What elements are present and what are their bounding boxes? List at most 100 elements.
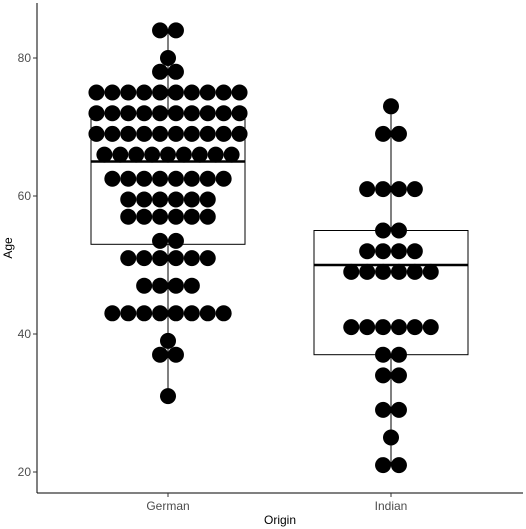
data-dot-german (152, 208, 169, 225)
data-dot-german (183, 250, 200, 267)
data-dot-german (167, 191, 184, 208)
data-dot-german (120, 170, 137, 187)
data-dot-indian (359, 243, 376, 260)
x-tick-label-german: German (146, 499, 189, 513)
box-indian (313, 230, 469, 356)
data-dot-indian (390, 367, 407, 384)
data-dot-german (136, 277, 153, 294)
data-dot-indian (343, 263, 360, 280)
data-dot-german (152, 232, 169, 249)
x-axis-ticks: German Indian (146, 493, 407, 513)
data-dot-german (104, 105, 121, 122)
data-dot-german (152, 84, 169, 101)
data-dot-german (167, 84, 184, 101)
data-dot-german (104, 305, 121, 322)
data-dot-german (231, 105, 248, 122)
data-dot-indian (375, 319, 392, 336)
data-dot-german (199, 84, 216, 101)
data-dot-indian (359, 263, 376, 280)
data-dot-german (167, 105, 184, 122)
data-dot-indian (406, 263, 423, 280)
data-dot-german (152, 191, 169, 208)
data-dot-german (167, 277, 184, 294)
data-dot-german (191, 146, 208, 163)
data-dot-german (199, 191, 216, 208)
data-dot-german (223, 146, 240, 163)
data-dot-german (167, 250, 184, 267)
data-dot-german (183, 305, 200, 322)
data-dot-german (96, 146, 113, 163)
data-dot-german (136, 125, 153, 142)
data-dot-german (183, 277, 200, 294)
data-dot-german (215, 105, 232, 122)
data-dot-german (215, 84, 232, 101)
x-tick-label-indian: Indian (375, 499, 408, 513)
data-dot-german (199, 105, 216, 122)
data-dot-german (152, 305, 169, 322)
data-dot-indian (375, 367, 392, 384)
data-dot-german (167, 232, 184, 249)
x-axis-title: Origin (264, 513, 296, 527)
data-dot-indian (406, 243, 423, 260)
data-dot-german (120, 125, 137, 142)
data-dot-german (152, 250, 169, 267)
data-dot-german (152, 105, 169, 122)
data-dot-german (183, 208, 200, 225)
data-dot-german (160, 332, 176, 349)
data-dot-german (167, 305, 184, 322)
data-dot-indian (422, 263, 439, 280)
data-dot-german (167, 170, 184, 187)
data-dot-indian (390, 243, 407, 260)
data-dot-german (160, 50, 176, 66)
data-dot-german (152, 277, 169, 294)
data-dot-indian (390, 457, 407, 474)
data-dot-german (199, 125, 216, 142)
data-dot-german (104, 170, 121, 187)
data-dot-german (152, 22, 169, 39)
data-dot-german (120, 250, 137, 267)
data-dot-german (215, 125, 232, 142)
data-dot-german (183, 170, 200, 187)
y-tick-label: 80 (18, 51, 32, 65)
data-dot-indian (343, 319, 360, 336)
data-dot-german (160, 146, 176, 163)
data-dot-indian (375, 181, 392, 198)
data-dot-german (112, 146, 129, 163)
data-dot-german (136, 84, 153, 101)
data-dot-indian (375, 263, 392, 280)
data-dot-german (152, 63, 169, 80)
data-dot-german (167, 22, 184, 39)
data-dot-indian (375, 346, 392, 363)
data-dot-indian (406, 319, 423, 336)
y-tick-label: 20 (18, 465, 32, 479)
data-dot-german (183, 191, 200, 208)
data-dot-german (199, 208, 216, 225)
data-dot-german (175, 146, 192, 163)
data-dot-german (136, 250, 153, 267)
y-tick-label: 60 (18, 189, 32, 203)
data-dot-german (144, 146, 161, 163)
data-dot-indian (375, 401, 392, 418)
data-dot-german (167, 63, 184, 80)
data-dot-german (167, 346, 184, 363)
data-dot-german (128, 146, 145, 163)
data-dot-indian (422, 319, 439, 336)
data-dot-german (136, 305, 153, 322)
data-dot-indian (390, 319, 407, 336)
data-dot-german (120, 84, 137, 101)
data-dot-german (104, 84, 121, 101)
data-dot-german (136, 208, 153, 225)
data-dot-indian (390, 346, 407, 363)
y-axis-title: Age (1, 237, 15, 259)
data-dot-indian (375, 222, 392, 239)
data-dot-german (199, 170, 216, 187)
data-dot-german (136, 170, 153, 187)
data-dot-german (136, 105, 153, 122)
data-dot-indian (383, 429, 399, 446)
data-dot-indian (383, 98, 399, 115)
data-dot-indian (359, 181, 376, 198)
data-dot-german (207, 146, 224, 163)
data-dot-indian (390, 181, 407, 198)
data-dot-german (88, 105, 105, 122)
